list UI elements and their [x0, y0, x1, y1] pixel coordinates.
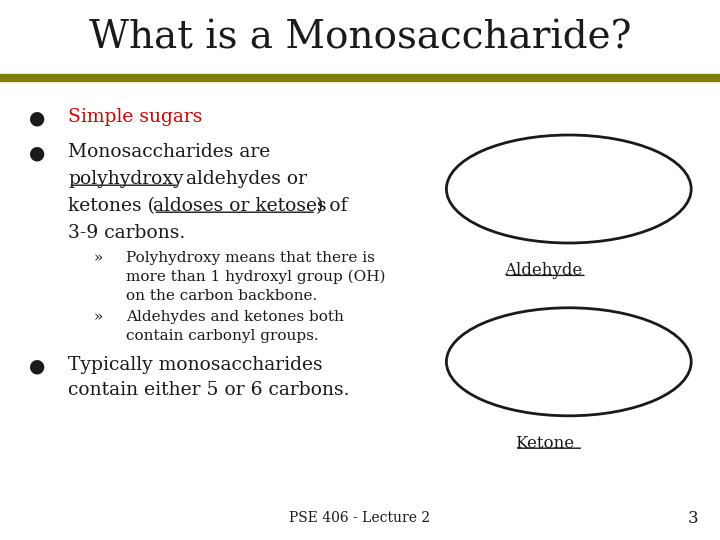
Text: »: » — [94, 310, 103, 325]
Text: Polyhydroxy means that there is: Polyhydroxy means that there is — [126, 251, 375, 265]
Text: ) of: ) of — [316, 197, 348, 215]
Text: Ketone: Ketone — [515, 435, 574, 451]
Text: 3-9 carbons.: 3-9 carbons. — [68, 224, 186, 242]
Text: aldehydes or: aldehydes or — [180, 170, 307, 188]
Text: Monosaccharides are: Monosaccharides are — [68, 143, 271, 161]
Text: What is a Monosaccharide?: What is a Monosaccharide? — [89, 19, 631, 56]
Text: contain either 5 or 6 carbons.: contain either 5 or 6 carbons. — [68, 381, 350, 399]
Text: 3: 3 — [688, 510, 698, 527]
Text: ●: ● — [29, 143, 45, 162]
Text: Aldehydes and ketones both: Aldehydes and ketones both — [126, 310, 344, 325]
Text: Typically monosaccharides: Typically monosaccharides — [68, 356, 323, 374]
Text: aldoses or ketoses: aldoses or ketoses — [153, 197, 327, 215]
Text: PSE 406 - Lecture 2: PSE 406 - Lecture 2 — [289, 511, 431, 525]
Text: more than 1 hydroxyl group (OH): more than 1 hydroxyl group (OH) — [126, 270, 385, 285]
Text: on the carbon backbone.: on the carbon backbone. — [126, 289, 318, 303]
Text: polyhydroxy: polyhydroxy — [68, 170, 184, 188]
Text: contain carbonyl groups.: contain carbonyl groups. — [126, 329, 319, 343]
Text: ●: ● — [29, 356, 45, 375]
Text: ketones (: ketones ( — [68, 197, 156, 215]
Text: ●: ● — [29, 108, 45, 127]
Text: »: » — [94, 251, 103, 265]
Text: Aldehyde: Aldehyde — [504, 262, 582, 279]
Text: Simple sugars: Simple sugars — [68, 108, 203, 126]
